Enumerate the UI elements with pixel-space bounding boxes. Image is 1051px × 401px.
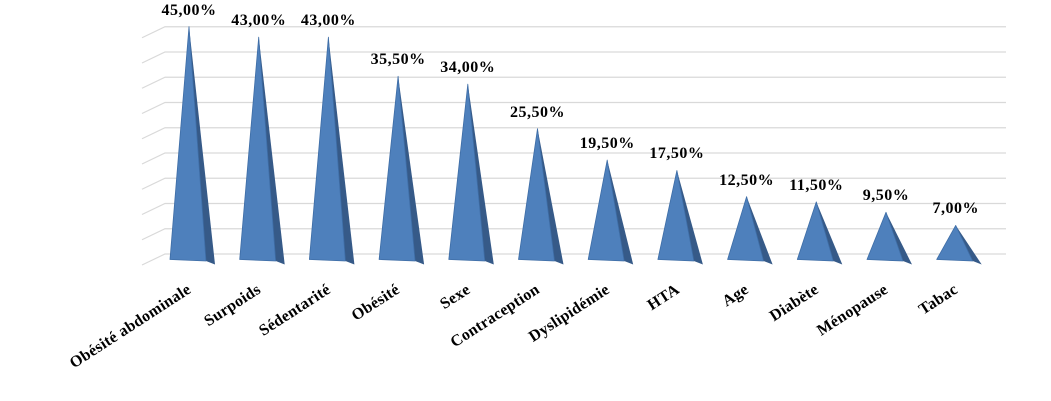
gridline-40pct [141,51,1006,64]
gridline-0pct [141,253,1006,266]
pyramid-front-face [587,159,625,262]
pyramid-side-face [816,201,843,265]
pyramid-side-face [676,170,703,265]
pyramid-front-face [518,128,555,262]
pyramid-hta [657,170,703,265]
pyramid-sexe [448,83,494,265]
gridline-15pct [141,177,1006,190]
pyramid-front-face [239,36,277,262]
data-label-hta: 17,50% [649,145,705,163]
pyramid-side-face [955,225,982,265]
data-label-surpoids: 43,00% [231,12,287,30]
pyramid-diabete [796,201,843,265]
pyramid-front-face [308,36,346,262]
data-label-obesite-abdominale: 45,00% [161,1,217,19]
data-label-obesite: 35,50% [370,51,426,69]
pyramid-age [727,196,773,265]
gridline-45pct [141,26,1006,39]
data-label-contraception: 25,50% [510,103,565,121]
pyramid-side-face [746,196,773,265]
pyramid-front-face [866,211,904,262]
pyramid-side-face [398,76,425,265]
pyramid-side-face [607,160,634,265]
pyramid-menopause [866,211,912,265]
pyramid-obesite-abdominale [169,26,215,265]
gridline-25pct [141,127,1006,140]
data-label-sexe: 34,00% [440,59,496,77]
pyramid-side-face [258,37,285,265]
pyramid-contraception [518,128,564,265]
pyramid-surpoids [239,36,285,265]
pyramid-front-face [378,75,416,262]
pyramid-tabac [936,224,982,265]
pyramid-front-face [936,224,974,262]
gridline-35pct [141,76,1006,89]
pyramid-front-face [727,196,764,262]
pyramid-dyslipidemie [587,159,634,265]
pyramid-sedentarite [308,36,355,265]
pyramid-obesite [378,75,425,265]
data-label-dyslipidemie: 19,50% [579,135,635,152]
pyramid-side-face [537,128,564,265]
pyramid-side-face [189,26,215,265]
gridline-10pct [141,202,1006,216]
pyramid-front-face [169,26,207,262]
pyramid-front-face [657,170,695,262]
pyramid-side-face [467,84,494,265]
data-label-diabete: 11,50% [789,176,844,194]
pyramid-side-face [328,37,355,265]
pyramid-front-face [448,83,486,262]
gridline-20pct [141,152,1006,165]
data-label-age: 12,50% [719,171,775,189]
gridline-5pct [141,228,1006,241]
pyramid-side-face [886,212,912,265]
data-label-sedentarite: 43,00% [300,12,356,30]
pyramid-front-face [796,201,834,262]
data-label-menopause: 9,50% [862,187,910,205]
data-label-tabac: 7,00% [932,200,979,218]
gridline-30pct [141,101,1006,115]
